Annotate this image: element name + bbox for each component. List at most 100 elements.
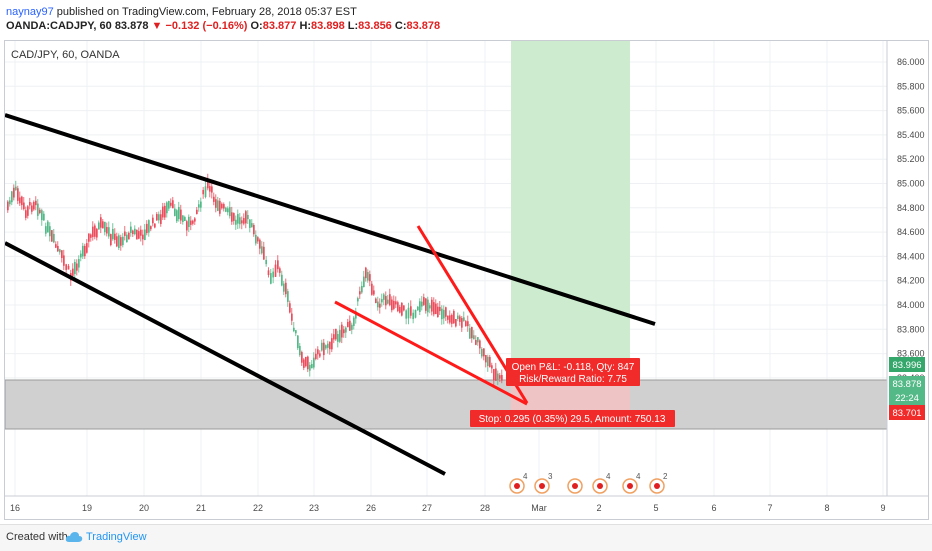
event-count: 4 xyxy=(636,472,641,481)
candle-body xyxy=(441,308,443,320)
candle-body xyxy=(487,356,489,367)
price-tick: 85.800 xyxy=(897,81,925,91)
stop-price-label: 83.701 xyxy=(889,405,925,420)
candle-body xyxy=(475,340,477,345)
economic-events[interactable]: 4 3 4 4 2 xyxy=(509,472,668,494)
candle-body xyxy=(489,357,491,367)
candle-body xyxy=(61,250,63,259)
candle-body xyxy=(35,200,37,206)
candle-body xyxy=(359,291,361,295)
candle-body xyxy=(144,229,146,241)
event-dot-icon xyxy=(572,483,578,489)
candle-body xyxy=(435,303,437,315)
candle-body xyxy=(170,202,172,206)
candle-body xyxy=(485,355,487,363)
candle-body xyxy=(437,306,439,318)
candle-body xyxy=(305,356,307,367)
pnl-label[interactable]: Open P&L: -0.118, Qty: 847 Risk/Reward R… xyxy=(506,358,640,386)
candle-body xyxy=(479,340,481,349)
candle-body xyxy=(200,201,202,208)
tradingview-link[interactable]: TradingView xyxy=(86,531,147,543)
target-zone[interactable] xyxy=(511,41,630,367)
price-change: ▼ −0.132 (−0.16%) xyxy=(151,20,248,32)
price-chart[interactable]: Open P&L: -0.118, Qty: 847 Risk/Reward R… xyxy=(4,41,928,519)
candle-body xyxy=(439,306,441,312)
date-tick: Mar xyxy=(531,503,547,513)
candlestick-series xyxy=(7,173,503,386)
candle-body xyxy=(118,235,120,248)
candle-body xyxy=(449,315,451,323)
date-tick: 9 xyxy=(880,503,885,513)
candle-body xyxy=(59,249,61,253)
candle-body xyxy=(7,201,9,211)
candle-body xyxy=(341,324,343,338)
stop-label[interactable]: Stop: 0.295 (0.35%) 29.5, Amount: 750.13 xyxy=(470,410,675,427)
candle-body xyxy=(9,200,11,205)
candle-body xyxy=(337,334,339,342)
target-price-text: 83.996 xyxy=(892,360,921,371)
event-dot-icon xyxy=(514,483,520,489)
candle-body xyxy=(39,209,41,214)
candle-body xyxy=(57,245,59,252)
channel-lower-trendline[interactable] xyxy=(4,241,446,476)
last-price-text: 83.878 xyxy=(892,379,921,390)
price-tick: 83.600 xyxy=(897,349,925,359)
candle-body xyxy=(419,301,421,312)
candle-body xyxy=(471,327,473,339)
price-tick: 84.400 xyxy=(897,251,925,261)
candle-body xyxy=(86,243,88,253)
candle-body xyxy=(211,186,213,193)
candle-body xyxy=(309,364,311,371)
candle-body xyxy=(315,353,317,360)
support-zone[interactable] xyxy=(4,379,888,430)
published-text: published on TradingView.com, February 2… xyxy=(53,6,357,18)
time-axis[interactable]: 16 19 20 21 22 23 26 27 28 Mar 2 5 6 7 8 9 xyxy=(10,503,886,513)
candle-body xyxy=(204,186,207,198)
price-tick: 83.800 xyxy=(897,324,925,334)
candle-body xyxy=(414,309,417,318)
candle-body xyxy=(245,211,247,224)
event-dot-icon xyxy=(597,483,603,489)
candle-body xyxy=(377,301,379,308)
date-tick: 5 xyxy=(653,503,658,513)
candle-body xyxy=(369,274,371,282)
candle-body xyxy=(225,207,227,212)
candle-body xyxy=(126,234,128,243)
candle-body xyxy=(243,218,245,224)
candle-body xyxy=(209,186,211,192)
stop-text: Stop: 0.295 (0.35%) 29.5, Amount: 750.13 xyxy=(479,414,666,425)
candle-body xyxy=(299,345,301,356)
candle-body xyxy=(501,374,503,381)
candle-body xyxy=(447,315,449,320)
candle-body xyxy=(47,221,49,233)
price-axis[interactable]: 86.000 85.800 85.600 85.400 85.200 85.000 84.8… xyxy=(897,57,925,407)
candle-body xyxy=(29,201,31,206)
candle-body xyxy=(174,208,176,216)
candle-body xyxy=(198,204,200,208)
date-tick: 20 xyxy=(139,503,149,513)
candle-body xyxy=(15,186,17,191)
wedge-lower-trendline[interactable] xyxy=(334,300,528,406)
candle-body xyxy=(395,301,397,305)
symbol-name: OANDA:CADJPY, 60 xyxy=(6,20,112,32)
stop-label-box xyxy=(470,410,675,427)
candle-body xyxy=(417,306,419,311)
chart-frame[interactable]: Open P&L: -0.118, Qty: 847 Risk/Reward R… xyxy=(4,40,929,520)
candle-body xyxy=(291,313,293,321)
candle-body xyxy=(162,206,164,218)
candle-body xyxy=(45,226,47,234)
candle-body xyxy=(96,228,98,238)
event-dot-icon xyxy=(627,483,633,489)
candle-body xyxy=(148,220,150,233)
candle-body xyxy=(365,267,367,279)
channel-upper-trendline[interactable] xyxy=(4,113,656,326)
author-link[interactable]: naynay97 xyxy=(6,6,54,18)
candle-body xyxy=(104,221,106,233)
candle-body xyxy=(239,217,241,225)
candle-body xyxy=(289,303,291,313)
candle-body xyxy=(491,365,493,369)
candle-body xyxy=(405,310,408,319)
low-label: L: xyxy=(347,20,359,32)
candle-body xyxy=(493,369,495,381)
candle-body xyxy=(313,357,315,368)
